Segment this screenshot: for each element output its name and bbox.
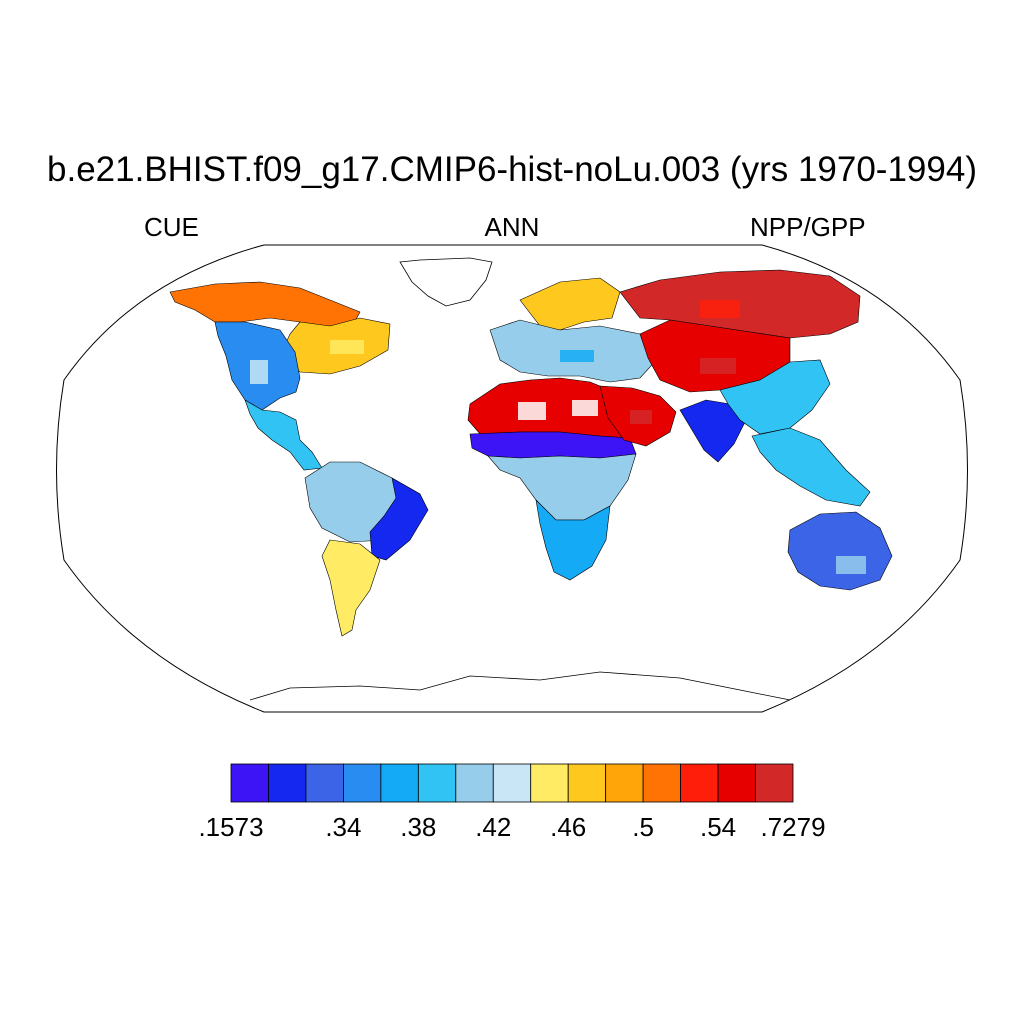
greenland-outline [399,257,493,307]
grid-patch [700,358,736,374]
grid-patch [630,410,652,424]
region-australia [787,511,893,591]
colorbar-box [717,763,756,803]
region-india [679,399,747,463]
colorbar-box [492,763,532,803]
globe-outline [56,244,968,713]
colorbar-tick-label: .54 [699,812,737,842]
region-china [719,359,831,435]
region-scandinavia [519,277,621,331]
region-southern-africa [535,499,611,581]
colorbar-box [230,763,269,803]
grid-patch [700,300,740,318]
colorbar-box [605,763,644,803]
plot-title: b.e21.BHIST.f09_g17.CMIP6-hist-noLu.003 … [47,150,977,189]
colorbar-box [342,763,382,803]
colorbar-tick-label: .1573 [198,812,264,842]
colorbar-box [268,763,307,803]
region-central-africa [487,453,637,521]
colorbar-box [380,763,419,803]
grid-patch [560,350,594,362]
colorbar-box [530,763,569,803]
region-se-asia [751,427,871,507]
colorbar-box [680,763,719,803]
grid-patch [572,400,598,416]
region-e-brazil [369,477,429,561]
grid-patch [518,402,546,420]
colorbar-tick-label: .34 [325,812,362,842]
colorbar-box [642,763,682,803]
colorbar-box [417,763,457,803]
colorbar-box [305,763,344,803]
left-string: CUE [144,212,199,242]
grid-patch [836,556,866,574]
center-string: ANN [484,212,540,242]
grid-patch [250,360,268,384]
colorbar-box [567,763,607,803]
region-mexico-c-america [244,399,323,471]
colorbar-box [755,763,794,803]
region-alaska-n-canada [169,281,361,331]
colorbar-tick-label: .38 [400,812,437,842]
colorbar-box [455,763,494,803]
colorbar-tick-label: .42 [475,812,512,842]
colorbar-tick-label: .5 [632,812,654,842]
right-string: NPP/GPP [750,212,866,242]
colorbar-tick-label: .7279 [760,812,826,842]
region-patagonia [321,539,381,637]
colorbar-tick-label: .46 [550,812,587,842]
colorbar [230,763,794,803]
antarctica-outline [249,671,791,701]
grid-patch [330,340,364,354]
